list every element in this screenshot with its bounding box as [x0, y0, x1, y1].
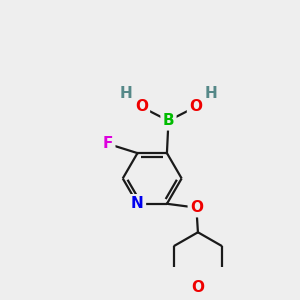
Text: O: O	[189, 99, 202, 114]
Text: B: B	[163, 113, 174, 128]
Text: O: O	[135, 99, 148, 114]
Text: H: H	[205, 85, 218, 100]
Text: F: F	[103, 136, 113, 152]
Text: O: O	[191, 280, 204, 295]
Text: O: O	[190, 200, 203, 215]
Text: H: H	[119, 85, 132, 100]
Text: N: N	[131, 196, 144, 211]
